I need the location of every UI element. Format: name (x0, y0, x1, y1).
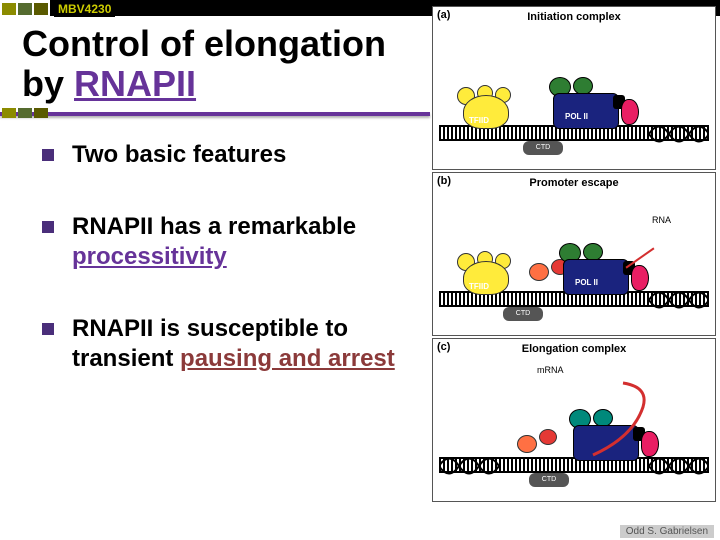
polii-complex-icon: POL II (543, 73, 639, 129)
panel-title: Elongation complex (522, 343, 627, 355)
bullet-text: RNAPII has a remarkable processitivity (72, 212, 422, 272)
panel-label: (b) (437, 175, 451, 187)
tfiid-complex-icon: TFIID (457, 83, 527, 129)
bullet-pre: RNAPII has a remarkable (72, 213, 356, 240)
title-line2-emph: RNAPII (74, 63, 196, 104)
dna-wave-icon (439, 451, 499, 481)
factor-blob-icon (517, 435, 537, 453)
rule-block (2, 108, 16, 118)
title-line2-pre: by (22, 63, 74, 104)
tfiid-complex-icon: TFIID (457, 249, 527, 295)
rule-accent-blocks (2, 108, 48, 118)
list-item: RNAPII is susceptible to transient pausi… (42, 314, 422, 374)
bullet-text: RNAPII is susceptible to transient pausi… (72, 314, 422, 374)
ctd-label: CTD (523, 141, 563, 155)
bullet-icon (42, 149, 54, 161)
ctd-label: CTD (529, 473, 569, 487)
footer-author: Odd S. Gabrielsen (620, 525, 714, 538)
figure-column: (a) Initiation complex TFIID POL II CTD … (432, 6, 716, 502)
rna-label: RNA (652, 215, 671, 225)
factor-blob-icon (539, 429, 557, 445)
list-item: Two basic features (42, 140, 422, 170)
list-item: RNAPII has a remarkable processitivity (42, 212, 422, 272)
panel-label: (a) (437, 9, 450, 21)
slide-title: Control of elongation by RNAPII (22, 24, 386, 105)
figure-panel-b: (b) Promoter escape TFIID POL II RNA CTD (432, 172, 716, 336)
bullet-icon (42, 221, 54, 233)
ctd-label: CTD (503, 307, 543, 321)
polii-label: POL II (565, 112, 588, 121)
bullet-text: Two basic features (72, 140, 286, 170)
header-block (18, 3, 32, 15)
panel-title: Initiation complex (527, 11, 621, 23)
dna-wave-icon (649, 119, 709, 149)
tfiid-label: TFIID (469, 116, 489, 125)
rule-block (18, 108, 32, 118)
header-block (34, 3, 48, 15)
figure-panel-c: (c) Elongation complex mRNA CTD (432, 338, 716, 502)
bullet-emph: pausing and arrest (180, 345, 395, 372)
title-line1: Control of elongation (22, 23, 386, 64)
polii-complex-icon: POL II (553, 239, 649, 295)
bullet-list: Two basic features RNAPII has a remarkab… (42, 140, 422, 416)
dna-wave-icon (649, 285, 709, 315)
panel-label: (c) (437, 341, 450, 353)
factor-blob-icon (529, 263, 549, 281)
mrna-label: mRNA (537, 365, 564, 375)
polii-label: POL II (575, 278, 598, 287)
rna-curve-icon (573, 377, 683, 457)
bullet-icon (42, 323, 54, 335)
header-accent-blocks (2, 3, 48, 15)
panel-title: Promoter escape (529, 177, 618, 189)
course-code: MBV4230 (54, 1, 115, 17)
bullet-emph: processitivity (72, 243, 227, 270)
title-underline-rule (0, 112, 430, 116)
rule-block (34, 108, 48, 118)
tfiid-label: TFIID (469, 282, 489, 291)
figure-panel-a: (a) Initiation complex TFIID POL II CTD (432, 6, 716, 170)
header-block (2, 3, 16, 15)
